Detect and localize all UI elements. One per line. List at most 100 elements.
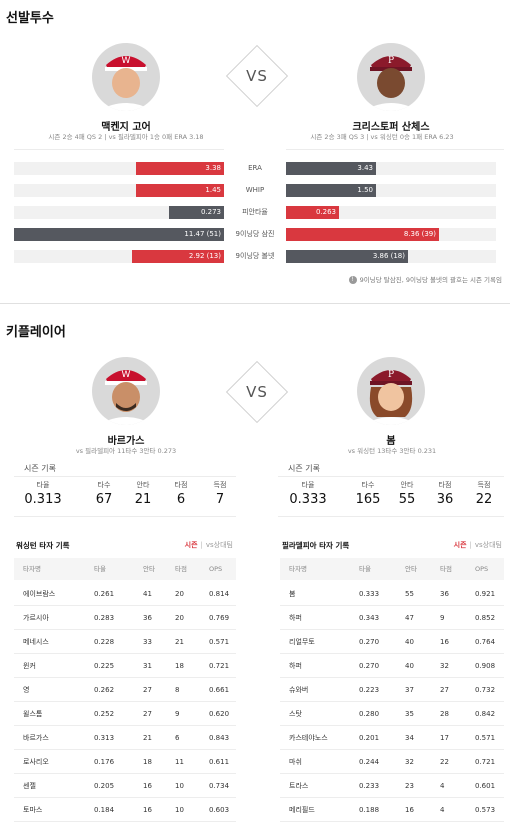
stat-cell: 21 (175, 638, 184, 646)
divider (286, 149, 504, 150)
stat-cell: 36 (440, 590, 449, 598)
table-row[interactable]: 센젤 0.205 16 10 0.734 (14, 774, 236, 798)
stat-track-left: 2.92 (13) (14, 250, 224, 263)
stat-cell: 37 (405, 686, 414, 694)
stat-cell: 0.343 (359, 614, 380, 622)
batter-name: 윈커 (23, 662, 36, 670)
column-header: 타자명 (23, 565, 41, 573)
table-row[interactable]: 영 0.262 27 8 0.661 (14, 678, 236, 702)
stat-track-right: 0.263 (286, 206, 496, 219)
stat-cell: 0.852 (475, 614, 496, 622)
batter-name: 메네시스 (23, 638, 49, 646)
column-header: 타점 (440, 565, 452, 573)
stat-cell: 6 (175, 734, 180, 742)
season-stat-label: 득점 (477, 481, 491, 489)
svg-text:P: P (388, 56, 394, 66)
player-photo-icon: W (92, 357, 160, 425)
stat-bar-left: 3.38 (136, 162, 224, 175)
stat-track-left: 0.273 (14, 206, 224, 219)
stat-cell: 0.270 (359, 638, 380, 646)
stat-cell: 0.571 (209, 638, 230, 646)
stat-cell: 18 (143, 758, 152, 766)
table-row[interactable]: 윈커 0.225 31 18 0.721 (14, 654, 236, 678)
stat-bar-right: 3.43 (286, 162, 376, 175)
tab-season[interactable]: 시즌 (184, 541, 198, 549)
stat-label: 9이닝당 볼넷 (235, 252, 275, 260)
table-row[interactable]: 에이브람스 0.261 41 20 0.814 (14, 582, 236, 606)
stat-cell: 0.611 (209, 758, 230, 766)
table-row[interactable]: 토마스 0.184 16 10 0.603 (14, 798, 236, 822)
batter-name: 로사리오 (23, 758, 49, 766)
pitcher-right-name[interactable]: 크리스토퍼 산체스 (352, 122, 430, 133)
stat-row: 2.92 (13) 9이닝당 볼넷 3.86 (18) (0, 250, 510, 263)
season-stat: 타율 0.333 (285, 480, 331, 507)
tab-vs-opponent[interactable]: vs상대팀 (474, 541, 502, 549)
player-photo-icon: P (357, 43, 425, 111)
season-stat-label: 타점 (174, 481, 188, 489)
stat-cell: 0.603 (209, 806, 230, 814)
info-icon: ! (348, 276, 357, 284)
season-stat-value: 7 (215, 492, 225, 507)
stat-cell: 33 (143, 638, 152, 646)
stat-cell: 0.225 (94, 662, 115, 670)
key-player-left-name[interactable]: 바르가스 (107, 436, 145, 447)
table-row[interactable]: 스탓 0.280 35 28 0.842 (280, 702, 504, 726)
stat-bar-left: 2.92 (13) (132, 250, 224, 263)
table-row[interactable]: 윌스톰 0.252 27 9 0.620 (14, 702, 236, 726)
table-row[interactable]: 카스테야노스 0.201 34 17 0.571 (280, 726, 504, 750)
vs-label: VS (246, 67, 268, 85)
key-player-right-name[interactable]: 봄 (386, 436, 396, 447)
season-stat-value: 21 (134, 492, 152, 507)
stat-bar-right: 8.36 (39) (286, 228, 439, 241)
svg-text:P: P (388, 370, 394, 380)
section-title-key-players: 키플레이어 (6, 325, 66, 340)
season-stat: 타율 0.313 (20, 480, 66, 507)
stat-cell: 47 (405, 614, 414, 622)
column-header: 안타 (143, 565, 155, 573)
tab-vs-opponent[interactable]: vs상대팀 (205, 541, 233, 549)
pitcher-left-name[interactable]: 맥켄지 고어 (101, 122, 151, 133)
table-row[interactable]: 하퍼 0.270 40 32 0.908 (280, 654, 504, 678)
stat-row: 1.45 WHIP 1.50 (0, 184, 510, 197)
stat-cell: 36 (143, 614, 152, 622)
key-player-left-avatar[interactable]: W (92, 357, 160, 425)
pitcher-right-avatar[interactable]: P (357, 43, 425, 111)
divider (14, 476, 236, 477)
table-row[interactable]: 마쉬 0.244 32 22 0.721 (280, 750, 504, 774)
stat-cell: 0.908 (475, 662, 496, 670)
table-row[interactable]: 슈와버 0.223 37 27 0.732 (280, 678, 504, 702)
pitcher-left-avatar[interactable]: W (92, 43, 160, 111)
stat-cell: 16 (440, 638, 449, 646)
stat-cell: 17 (440, 734, 449, 742)
table-row[interactable]: 하퍼 0.343 47 9 0.852 (280, 606, 504, 630)
divider (14, 149, 224, 150)
column-header: 타율 (94, 565, 106, 573)
batter-name: 슈와버 (289, 686, 309, 694)
table-row[interactable]: 메네시스 0.228 33 21 0.571 (14, 630, 236, 654)
season-stat: 득점 22 (461, 480, 507, 507)
stat-cell: 0.233 (359, 782, 380, 790)
table-row[interactable]: 리얼무토 0.270 40 16 0.764 (280, 630, 504, 654)
stat-cell: 0.571 (475, 734, 496, 742)
stat-cell: 0.261 (94, 590, 115, 598)
stat-cell: 0.734 (209, 782, 230, 790)
season-stat-value: 55 (398, 492, 416, 507)
table-row[interactable]: 봄 0.333 55 36 0.921 (280, 582, 504, 606)
key-player-right-avatar[interactable]: P (357, 357, 425, 425)
table-row[interactable]: 로사리오 0.176 18 11 0.611 (14, 750, 236, 774)
batter-name: 트라스 (289, 782, 309, 790)
divider (278, 476, 504, 477)
table-row[interactable]: 가르시아 0.283 36 20 0.769 (14, 606, 236, 630)
table-row[interactable]: 바르가스 0.313 21 6 0.843 (14, 726, 236, 750)
stat-cell: 27 (440, 686, 449, 694)
table-row[interactable]: 트라스 0.233 23 4 0.601 (280, 774, 504, 798)
stat-cell: 27 (143, 710, 152, 718)
season-stat-label: 타율 (36, 481, 50, 489)
table-row[interactable]: 메리필드 0.188 16 4 0.573 (280, 798, 504, 822)
pitcher-right-record: 시즌 2승 3패 QS 3 | vs 워싱턴 0승 1패 ERA 6.23 (310, 133, 454, 141)
stat-track-right: 3.86 (18) (286, 250, 496, 263)
batter-name: 에이브람스 (23, 590, 56, 598)
stat-cell: 21 (143, 734, 152, 742)
tab-season[interactable]: 시즌 (453, 541, 467, 549)
season-stat: 타점 6 (158, 480, 204, 507)
